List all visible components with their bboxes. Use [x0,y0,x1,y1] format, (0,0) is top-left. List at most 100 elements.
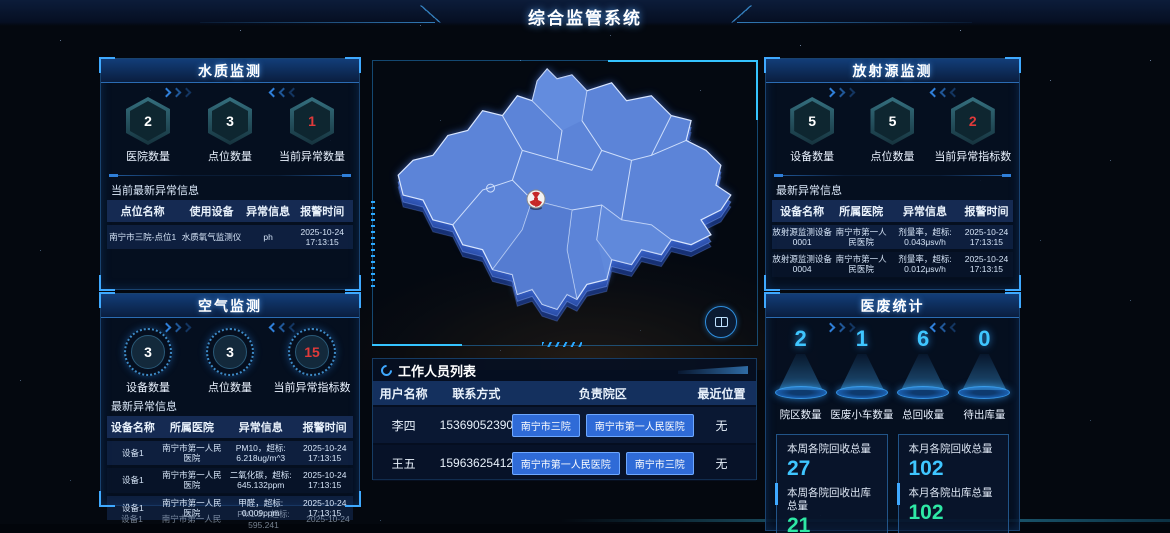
waste-panel-title-bar: 医废统计 [766,294,1019,318]
waste-week-recycled-value: 27 [787,457,811,481]
corner-accent [1005,275,1021,291]
frame-hatch-decoration [371,201,375,291]
light-beam-icon [901,354,946,390]
radiation-stat-devices: 5 设备数量 [772,97,852,165]
staff-name: 王五 [391,456,416,471]
waste-week-box: 本周各院回收总量 27 本周各院回收出库总量 21 [775,434,888,533]
radiation-table-header: 设备名称 所属医院 异常信息 报警时间 [772,199,1013,222]
frame-slash-decoration [541,342,582,347]
hexagon-icon: 2 [950,97,995,145]
water-stat-anomalies: 1 当前异常数量 [271,97,352,165]
table-row: 放射源监测设备0004 南宁市第一人民医院 剂量率，超标: 0.012μsv/h 2… [772,252,1013,277]
staff-phone: 15963625412 [439,456,514,470]
light-beam-icon [839,354,884,390]
chevrons-left-icon [929,322,960,333]
air-panel-title-bar: 空气监测 [101,294,359,318]
region-map[interactable] [373,61,757,345]
map-layer-toggle-button[interactable] [705,306,737,338]
ring-gauge-icon: 3 [205,328,254,376]
platform-icon [958,386,1011,399]
staff-location: 无 [715,456,728,471]
page-title: 综合监管系统 [528,9,642,28]
hospital-tag-button[interactable]: 南宁市第一人民医院 [585,413,694,437]
table-row: 南宁市三院-点位1 水质氧气监测仪 ph 2025-10-24 17:13:15 [107,224,353,250]
top-header: 综合监管系统 [0,0,1170,28]
hexagon-icon: 1 [289,97,334,145]
chevrons-right-icon [825,87,856,98]
corner-accent [99,275,115,291]
header-decoration [678,366,748,374]
chevrons-left-icon [268,87,299,98]
waste-month-outbound-value: 102 [908,501,944,525]
waste-month-box: 本月各院回收总量 102 本月各院出库总量 102 [896,434,1009,533]
staff-phone: 15369052390 [439,418,514,432]
radiation-stat-points: 5 点位数量 [853,97,933,165]
light-beam-icon [778,354,823,390]
air-panel-title: 空气监测 [198,297,262,314]
footer-strip [0,524,1170,533]
waste-week-outbound-value: 21 [787,514,811,533]
radiation-marker-icon[interactable] [525,189,547,211]
table-row-clipped: 设备1 南宁市第一人民 PM1.0，超标: 595.241 2025-10-24 [121,509,350,530]
corner-accent [764,275,780,291]
waste-month-recycled-value: 102 [908,457,944,481]
table-row: 设备1 南宁市第一人民医院 PM10，超标: 6.218ug/m^3 2025-10… [107,440,353,466]
ring-gauge-icon: 3 [123,328,172,376]
panel-air-quality: 空气监测 3 设备数量 3 点位数量 15 当前异常指标数 最新异常信息 设备名… [99,292,361,520]
chevrons-right-icon [161,322,192,333]
water-table-header: 点位名称 使用设备 异常信息 报警时间 [107,199,353,222]
radiation-stat-anomalies: 2 当前异常指标数 [933,97,1013,165]
waste-stat-carts: 1 医废小车数量 [830,326,894,421]
frame-accent [756,60,758,120]
radiation-section-label: 最新异常信息 [776,184,842,197]
hospital-tag-button[interactable]: 南宁市三院 [511,413,580,437]
frame-accent [608,60,758,62]
air-stat-devices: 3 设备数量 [107,328,188,396]
hospital-tag-button[interactable]: 南宁市三院 [625,451,694,475]
chevrons-left-icon [929,87,960,98]
platform-icon [835,386,888,399]
hexagon-icon: 5 [870,97,915,145]
radiation-panel-title-bar: 放射源监测 [766,59,1019,83]
air-table-header: 设备名称 所属医院 异常信息 报警时间 [107,415,353,438]
waste-stat-campuses: 2 院区数量 [770,326,831,422]
staff-panel-title: 工作人员列表 [398,363,477,379]
panel-staff-list: 工作人员列表 用户名称 联系方式 负责院区 最近位置 李四 15369052390 … [372,358,757,481]
radiation-panel-title: 放射源监测 [852,62,933,79]
panel-medical-waste: 医废统计 2 院区数量 1 医废小车数量 6 总回收量 0 待出库量 [764,292,1021,533]
waste-panel-title: 医废统计 [860,297,925,314]
hospital-tag-button[interactable]: 南宁市第一人民医院 [511,451,620,475]
corner-accent [345,275,361,291]
hexagon-icon: 2 [125,97,170,145]
map-panel [371,60,758,347]
water-section-label: 当前最新异常信息 [111,184,199,197]
chevrons-left-icon [268,322,299,333]
air-stat-anomalies: 15 当前异常指标数 [271,328,352,396]
hexagon-icon: 3 [207,97,252,145]
ring-gauge-icon: 15 [287,328,336,376]
header-line-left [200,22,435,23]
water-panel-title-bar: 水质监测 [101,59,359,83]
chevrons-right-icon [161,87,192,98]
divider [774,173,1011,177]
panel-water-quality: 水质监测 2 医院数量 3 点位数量 1 当前异常数量 当前最新异常信息 点位名… [99,57,361,291]
waste-stat-pending: 0 待出库量 [954,326,1015,422]
waste-stat-recycled: 6 总回收量 [893,326,954,422]
circle-icon [378,362,395,378]
table-row: 设备1 南宁市第一人民医院 甲醛，超标: 0.009ppm 2025-10-24 1… [107,495,353,520]
water-stat-points: 3 点位数量 [189,97,270,165]
header-line-right [737,22,972,23]
divider [109,173,351,177]
table-row: 放射源监测设备0001 南宁市第一人民医院 剂量率，超标: 0.043μsv/h 2… [772,224,1013,250]
staff-location: 无 [715,418,728,433]
light-beam-icon [962,354,1007,390]
table-row: 设备1 南宁市第一人民医院 二氧化碳，超标: 645.132ppm 2025-10-… [107,468,353,493]
panel-radiation-monitoring: 放射源监测 5 设备数量 5 点位数量 2 当前异常指标数 最新异常信息 设备名… [764,57,1021,291]
air-section-label: 最新异常信息 [111,400,177,413]
book-icon [714,317,728,327]
frame-accent [372,344,462,346]
staff-row: 李四 15369052390 南宁市三院 南宁市第一人民医院 无 [373,407,756,443]
water-panel-title: 水质监测 [198,62,262,79]
hexagon-icon: 5 [790,97,835,145]
water-stat-hospitals: 2 医院数量 [107,97,188,165]
